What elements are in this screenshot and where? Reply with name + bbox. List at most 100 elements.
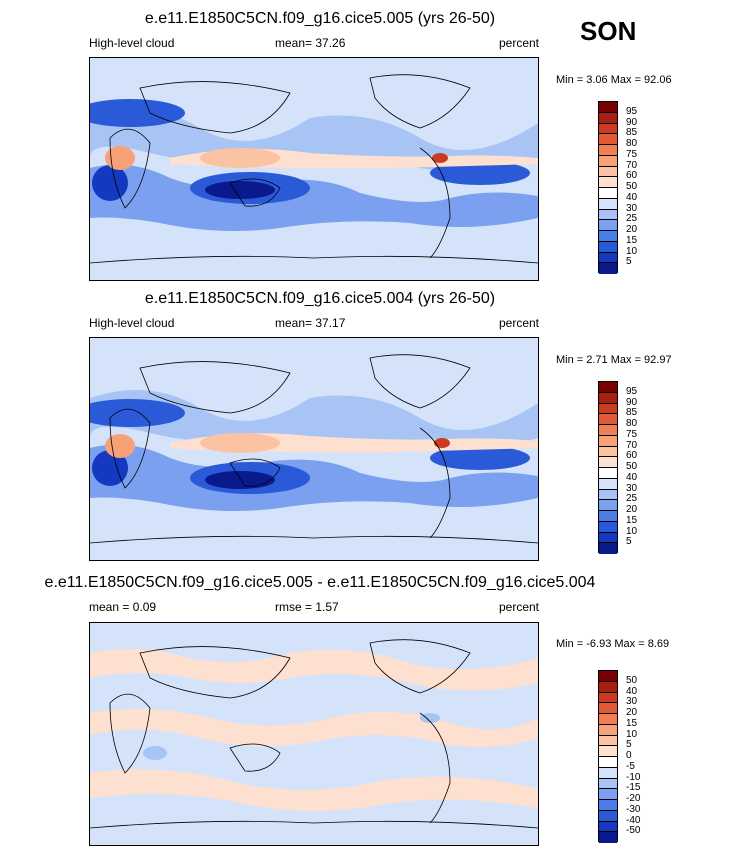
cloud-map: [89, 57, 539, 281]
colorbar-swatch: [599, 392, 617, 404]
colorbar-swatch: [599, 457, 617, 468]
colorbar-swatch: [599, 511, 617, 522]
colorbar-swatch: [599, 231, 617, 242]
panel-title: e.e11.E1850C5CN.f09_g16.cice5.004 (yrs 2…: [144, 290, 496, 307]
colorbar-swatch: [599, 188, 617, 199]
colorbar-swatch: [599, 478, 617, 490]
colorbar-swatch: [599, 724, 617, 736]
colorbar: [598, 101, 618, 274]
colorbar-label: 80: [626, 138, 638, 149]
colorbar-label: 15: [626, 234, 638, 246]
colorbar-swatch: [599, 414, 617, 425]
colorbar-swatch: [599, 521, 617, 533]
colorbar-label: 30: [626, 482, 638, 494]
colorbar-label: 40: [626, 191, 638, 203]
colorbar-label: 95: [626, 105, 638, 117]
mean-label: mean= 37.17: [275, 316, 346, 330]
colorbar-label: 5: [626, 256, 632, 268]
colorbar-label: -20: [626, 793, 641, 804]
colorbar-swatch: [599, 532, 617, 544]
colorbar-label: 25: [626, 213, 638, 225]
colorbar-swatch: [599, 832, 617, 843]
colorbar-swatch: [599, 671, 617, 682]
colorbar-label: 15: [626, 717, 638, 729]
colorbar: [598, 381, 618, 554]
colorbar-swatch: [599, 500, 617, 511]
variable-label: High-level cloud: [89, 316, 175, 330]
colorbar-label: 90: [626, 396, 638, 408]
colorbar-swatch: [599, 241, 617, 253]
colorbar-swatch: [599, 767, 617, 779]
colorbar-swatch: [599, 102, 617, 113]
season-label: SON: [580, 16, 637, 46]
colorbar-label: 15: [626, 514, 638, 526]
colorbar-label: 40: [626, 685, 638, 697]
colorbar-label: 20: [626, 707, 638, 718]
mean-label: mean= 37.26: [275, 36, 346, 50]
colorbar-label: -10: [626, 771, 641, 783]
colorbar-label: 5: [626, 536, 632, 548]
colorbar-swatch: [599, 703, 617, 714]
difference-map: [89, 622, 539, 846]
colorbar-swatch: [599, 145, 617, 156]
min-max-label: Min = 2.71 Max = 92.97: [556, 354, 672, 366]
units-label: percent: [498, 316, 539, 330]
colorbar-label: 60: [626, 170, 638, 182]
colorbar-swatch: [599, 112, 617, 124]
colorbar-swatch: [599, 166, 617, 178]
rmse-label: rmse = 1.57: [275, 600, 339, 614]
colorbar-label: -40: [626, 814, 641, 826]
colorbar-swatch: [599, 543, 617, 554]
colorbar-swatch: [599, 446, 617, 458]
colorbar-swatch: [599, 155, 617, 167]
colorbar-label: 75: [626, 148, 638, 160]
panel-title: e.e11.E1850C5CN.f09_g16.cice5.005 (yrs 2…: [144, 10, 496, 27]
colorbar-label: 70: [626, 439, 638, 451]
colorbar-swatch: [599, 746, 617, 757]
mean-label: mean = 0.09: [89, 600, 157, 614]
colorbar-swatch: [599, 757, 617, 768]
colorbar-swatch: [599, 252, 617, 264]
colorbar-swatch: [599, 692, 617, 704]
colorbar-swatch: [599, 714, 617, 725]
colorbar-swatch: [599, 209, 617, 221]
colorbar-label: 50: [626, 181, 638, 192]
colorbar-swatch: [599, 778, 617, 790]
colorbar-label: 60: [626, 450, 638, 462]
colorbar-label: 80: [626, 418, 638, 429]
colorbar-swatch: [599, 735, 617, 747]
colorbar-label: 85: [626, 407, 638, 419]
colorbar-swatch: [599, 382, 617, 393]
colorbar-label: 0: [626, 750, 632, 761]
min-max-label: Min = 3.06 Max = 92.06: [556, 74, 672, 86]
units-label: percent: [498, 36, 539, 50]
colorbar-label: -5: [626, 760, 635, 772]
colorbar-label: 50: [626, 674, 638, 686]
colorbar-swatch: [599, 468, 617, 479]
colorbar-label: -30: [626, 803, 641, 815]
colorbar-label: -15: [626, 782, 641, 794]
colorbar-swatch: [599, 198, 617, 210]
colorbar-label: 30: [626, 696, 638, 708]
colorbar-swatch: [599, 789, 617, 800]
colorbar-swatch: [599, 220, 617, 231]
colorbar-swatch: [599, 123, 617, 135]
min-max-label: Min = -6.93 Max = 8.69: [556, 638, 670, 650]
units-label: percent: [498, 600, 539, 614]
colorbar-label: 70: [626, 159, 638, 171]
colorbar-label: 10: [626, 728, 638, 740]
colorbar-label: 90: [626, 116, 638, 128]
colorbar-label: 40: [626, 471, 638, 483]
colorbar-swatch: [599, 425, 617, 436]
colorbar-swatch: [599, 489, 617, 501]
colorbar-swatch: [599, 435, 617, 447]
colorbar-swatch: [599, 177, 617, 188]
colorbar-swatch: [599, 263, 617, 274]
colorbar-label: 25: [626, 493, 638, 505]
colorbar-swatch: [599, 134, 617, 145]
colorbar-label: 20: [626, 224, 638, 235]
colorbar-label: 75: [626, 428, 638, 440]
colorbar-label: 20: [626, 504, 638, 515]
panel-title: e.e11.E1850C5CN.f09_g16.cice5.005 - e.e1…: [44, 574, 596, 591]
colorbar-label: 50: [626, 461, 638, 472]
